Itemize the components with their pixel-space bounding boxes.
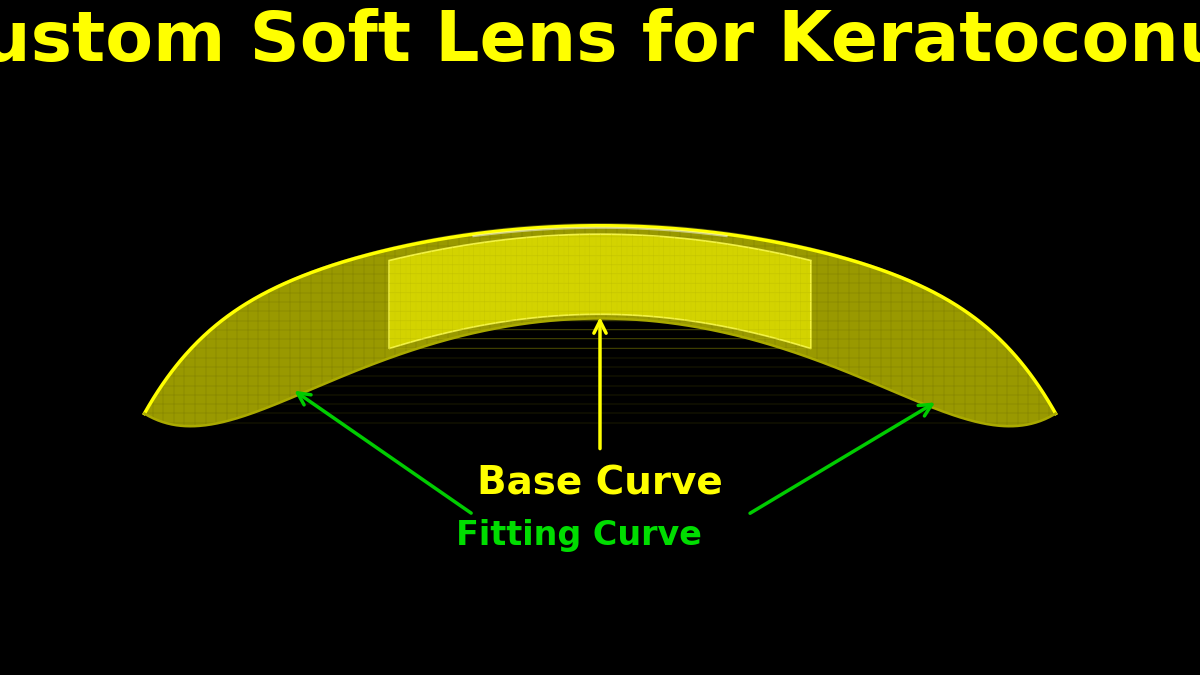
Text: Custom Soft Lens for Keratoconus: Custom Soft Lens for Keratoconus <box>0 9 1200 76</box>
Polygon shape <box>389 234 811 348</box>
Polygon shape <box>144 225 1056 426</box>
Polygon shape <box>144 225 1056 426</box>
Polygon shape <box>144 223 1056 426</box>
Polygon shape <box>144 225 1056 426</box>
Text: Fitting Curve: Fitting Curve <box>456 519 702 552</box>
Text: Base Curve: Base Curve <box>478 464 722 502</box>
